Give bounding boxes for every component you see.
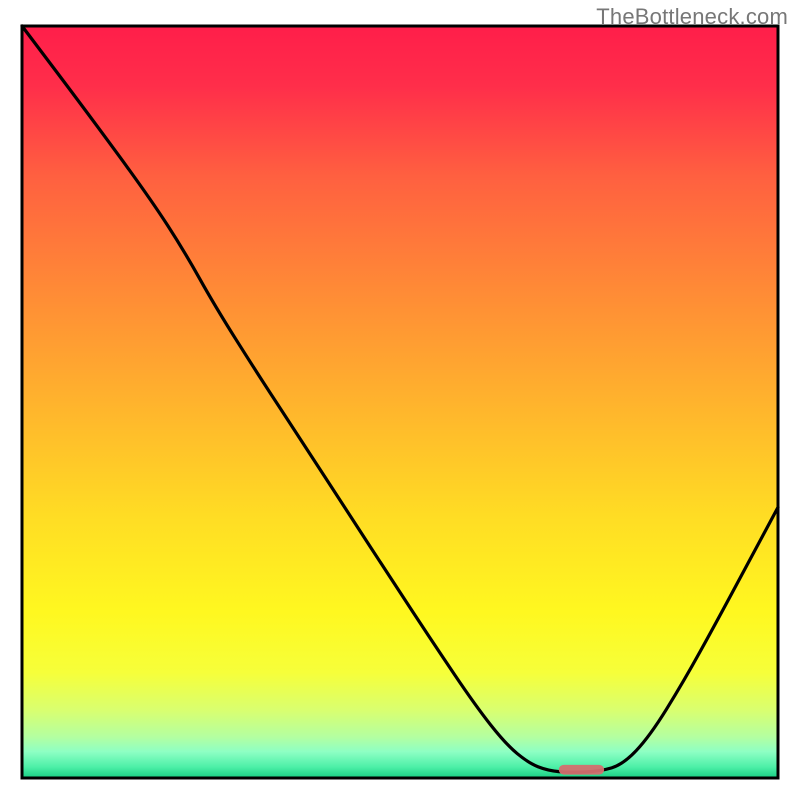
attribution-label: TheBottleneck.com: [596, 4, 788, 30]
bottleneck-chart: TheBottleneck.com: [0, 0, 800, 800]
chart-svg: [0, 0, 800, 800]
gradient-background: [22, 26, 778, 778]
optimal-marker: [559, 765, 604, 775]
